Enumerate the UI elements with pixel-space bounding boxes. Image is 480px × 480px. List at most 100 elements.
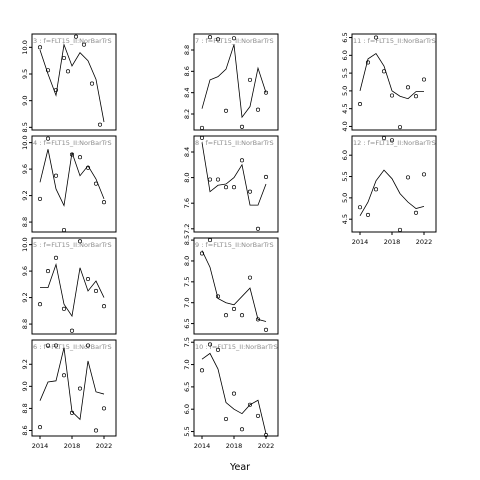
panel-4-data-point	[101, 200, 107, 205]
panel-6-data-point	[381, 136, 387, 141]
panel-2-data-point	[239, 124, 245, 129]
panel-9-data-point	[53, 343, 59, 348]
panel-9-data-point	[93, 428, 99, 433]
panel-7-ytick-label: 9.6	[21, 266, 29, 276]
panel-6-ytick-label: 6.0	[341, 150, 349, 160]
panel-5-data-point	[231, 185, 237, 190]
panel-6-xtick-label: 2014	[352, 238, 369, 246]
panel-3-data-point	[405, 85, 411, 90]
panel-9-title: 6 : f=FLT15_II:NorBarTrS	[33, 343, 112, 351]
panel-9-ytick-label: 9.2	[21, 359, 29, 369]
panel-2-data-point	[207, 35, 213, 40]
panel-4-title: 4 : f=FLT15_II:NorBarTrS	[33, 139, 112, 147]
panel-10-xtick-label: 2014	[194, 442, 211, 450]
panel-4-data-point	[77, 155, 83, 160]
panel-3-fit-line	[359, 53, 424, 100]
panel-2-title: 7 : f=FLT15_II:NorBarTrS	[195, 37, 274, 45]
panel-1-ytick-label: 9.0	[21, 95, 29, 105]
panel-2-frame	[193, 33, 279, 131]
panel-10-data-point	[255, 413, 261, 418]
panel-8-fit-line	[201, 250, 267, 322]
panel-8-ytick-label: 7.0	[183, 298, 191, 308]
panel-4-ytick-label: 9.6	[21, 164, 29, 174]
panel-9-frame	[31, 339, 117, 437]
panel-1-data-point	[37, 45, 43, 50]
panel-8-data-point	[239, 313, 245, 318]
panel-10-data-point	[215, 347, 221, 352]
panel-10-ytick-label: 6.5	[183, 382, 191, 392]
panel-5-frame	[193, 135, 279, 233]
panel-7-data-point	[37, 302, 43, 307]
panel-7-frame	[31, 237, 117, 335]
panel-9-data-point	[45, 343, 51, 348]
panel-8-data-point	[263, 327, 269, 332]
panel-2-data-point	[215, 37, 221, 42]
panel-10-data-point	[239, 427, 245, 432]
panel-3-data-point	[413, 94, 419, 99]
panel-2-ytick-label: 8.4	[183, 87, 191, 97]
panel-5-data-point	[215, 177, 221, 182]
panel-1-data-point	[73, 34, 79, 39]
panel-1-fit-line	[39, 43, 105, 123]
panel-10-frame	[193, 339, 279, 437]
panel-3-title: 11 : f=FLT15_II:NorBarTrS	[353, 37, 436, 45]
x-axis-label: Year	[229, 462, 250, 473]
panel-2-data-point	[255, 107, 261, 112]
panel-10-ytick-label: 5.5	[183, 426, 191, 436]
panel-3-ytick-label: 5.0	[341, 86, 349, 96]
panel-7-data-point	[61, 306, 67, 311]
panel-7-data-point	[93, 288, 99, 294]
panel-6-ytick-label: 5.0	[341, 193, 349, 203]
panel-6-fit-line	[359, 169, 425, 216]
panel-5-data-point	[199, 135, 205, 140]
panel-8-data-point	[247, 275, 253, 280]
panel-3-data-point	[381, 69, 387, 74]
panel-4-data-point	[53, 173, 59, 178]
panel-4-ytick-label: 10.0	[21, 135, 29, 149]
panel-10-ytick-label: 7.5	[183, 337, 191, 347]
panel-9-data-point	[77, 386, 83, 391]
panel-7-data-point	[77, 239, 83, 244]
panel-3-ytick-label: 6.5	[341, 32, 349, 42]
panel-9-data-point	[69, 410, 75, 415]
panel-8-ytick-label: 8.0	[183, 256, 191, 266]
panel-2-data-point	[199, 125, 205, 130]
panel-7-ytick-label: 9.2	[21, 292, 29, 302]
panel-5-data-point	[239, 158, 245, 163]
panel-6-data-point	[357, 205, 363, 210]
panel-7-ytick-label: 10.0	[21, 237, 29, 251]
panel-3-ytick-label: 4.0	[341, 121, 349, 131]
panel-1-ytick-label: 8.5	[21, 122, 29, 132]
panel-1-data-point	[89, 81, 95, 86]
panel-8-data-point	[215, 294, 221, 299]
panel-6-xtick-label: 2018	[384, 238, 401, 246]
panel-7-ytick-label: 8.8	[21, 319, 29, 329]
panel-2-ytick-label: 8.6	[183, 66, 191, 76]
panel-7-fit-line	[40, 262, 105, 318]
panel-9-ytick-label: 9.0	[21, 381, 29, 391]
panel-9-xtick-label: 2014	[32, 442, 49, 450]
panel-4-frame	[31, 135, 117, 233]
panel-10-fit-line	[201, 352, 267, 434]
panel-10-xtick-label: 2018	[226, 442, 243, 450]
panel-4-data-point	[93, 181, 99, 186]
panel-2-ytick-label: 8.2	[183, 109, 191, 119]
panel-9-data-point	[61, 373, 67, 378]
panel-9-fit-line	[39, 347, 105, 421]
panel-5-fit-line	[201, 142, 267, 206]
panel-3-ytick-label: 5.5	[341, 68, 349, 78]
panel-2-data-point	[231, 36, 237, 41]
panel-9-data-point	[37, 425, 43, 430]
panel-4-fit-line	[39, 149, 105, 207]
panel-9-data-point	[85, 343, 91, 348]
panel-8-title: 9 : f=FLT15_II:NorBarTrS	[195, 241, 274, 249]
panel-9-xtick-label: 2018	[64, 442, 81, 450]
panel-2-fit-line	[201, 44, 267, 119]
panel-3-data-point	[397, 125, 403, 130]
panel-8-data-point	[255, 317, 261, 322]
panel-1-ytick-label: 10.0	[21, 40, 29, 54]
panel-8-ytick-label: 6.5	[183, 318, 191, 328]
panel-8-ytick-label: 7.5	[183, 277, 191, 287]
